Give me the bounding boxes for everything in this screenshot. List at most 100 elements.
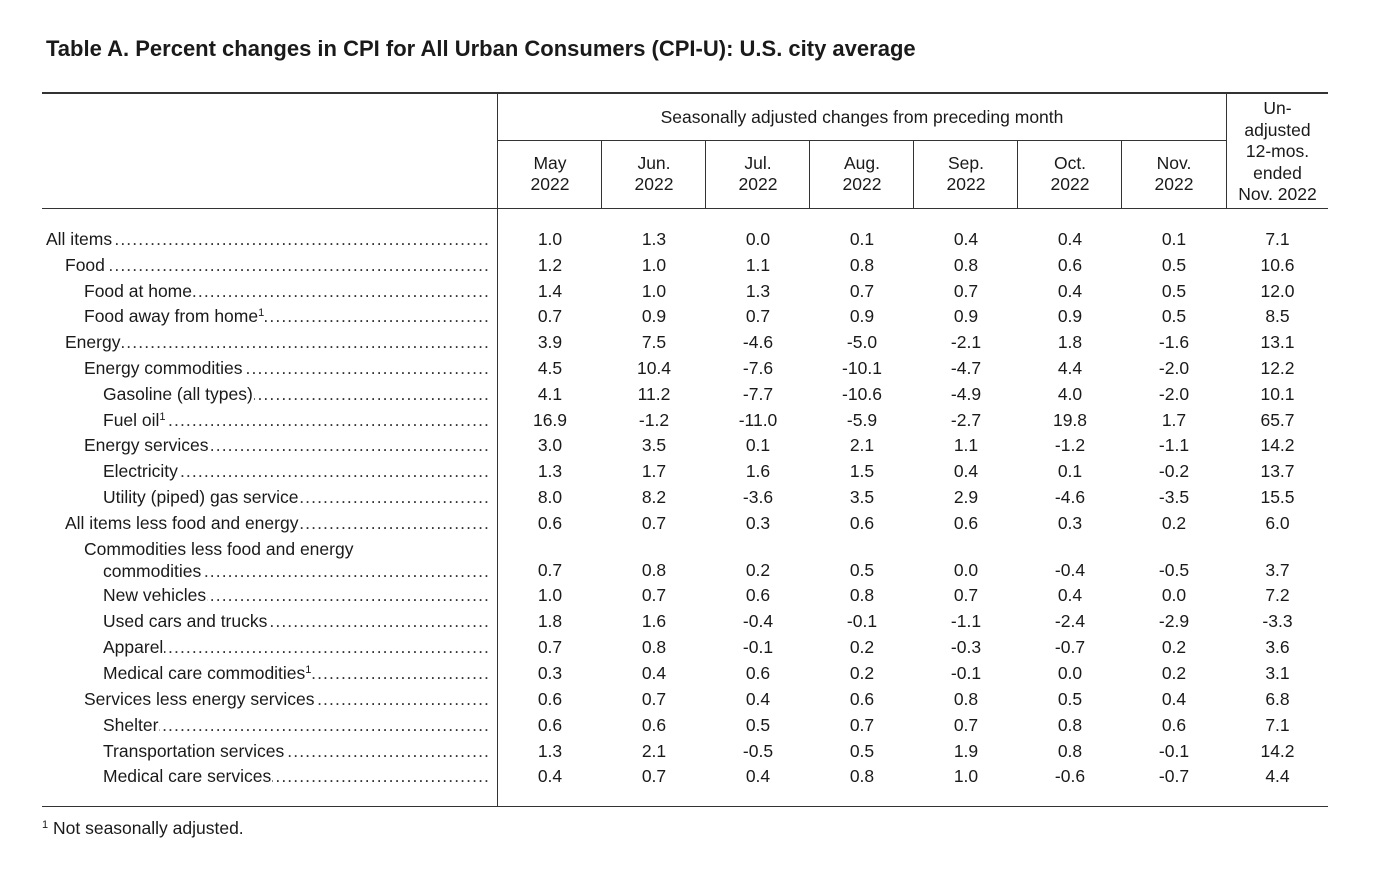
monthly-change-cell: 1.6 <box>745 461 771 481</box>
monthly-change-cell: 3.5 <box>849 487 875 507</box>
row-label: ........................................… <box>46 637 490 657</box>
monthly-change-cell: 0.8 <box>1057 741 1083 761</box>
table-title: Table A. Percent changes in CPI for All … <box>46 36 916 61</box>
monthly-change-cell: 1.8 <box>1057 332 1083 352</box>
monthly-change-cell: -1.1 <box>1158 435 1190 455</box>
monthly-change-cell: 0.7 <box>849 715 875 735</box>
monthly-change-cell: 1.5 <box>849 461 875 481</box>
row-label-text: Shelter <box>103 715 159 735</box>
month-header-year: 2022 <box>738 174 778 194</box>
monthly-change-cell: 3.9 <box>537 332 563 352</box>
monthly-change-cell: 4.0 <box>1057 384 1083 404</box>
unadjusted-divider <box>1226 94 1227 208</box>
row-label-text: Energy <box>65 332 121 352</box>
row-label: Commodities less food and energy........… <box>46 539 490 581</box>
monthly-change-cell: -4.6 <box>742 332 774 352</box>
monthly-change-cell: 0.2 <box>849 637 875 657</box>
monthly-change-cell: -2.0 <box>1158 358 1190 378</box>
row-label-text: Medical care commodities <box>103 663 306 683</box>
unadjusted-12mo-cell: 4.4 <box>1265 766 1290 786</box>
unadjusted-header-line: Un- <box>1263 98 1292 118</box>
monthly-change-cell: 1.0 <box>641 255 667 275</box>
monthly-change-cell: 0.2 <box>1161 663 1187 683</box>
month-column-divider <box>809 141 810 208</box>
monthly-change-cell: 0.4 <box>745 689 771 709</box>
month-header-month: Sep. <box>948 153 984 173</box>
monthly-change-cell: 0.9 <box>953 306 979 326</box>
monthly-change-cell: 1.6 <box>641 611 667 631</box>
unadjusted-12mo-cell: 65.7 <box>1260 410 1295 430</box>
month-column-divider <box>1121 141 1122 208</box>
month-header-year: 2022 <box>1154 174 1194 194</box>
unadjusted-12mo-cell: -3.3 <box>1262 611 1293 631</box>
monthly-change-cell: 0.6 <box>953 513 979 533</box>
monthly-change-cell: -1.2 <box>638 410 670 430</box>
leader-dots: ........................................… <box>46 255 490 275</box>
monthly-change-cell: -0.1 <box>742 637 774 657</box>
monthly-change-cell: 2.1 <box>641 741 667 761</box>
row-label: ........................................… <box>46 281 490 301</box>
monthly-change-cell: 1.1 <box>953 435 979 455</box>
monthly-change-cell: 0.4 <box>745 766 771 786</box>
footnote-reference: 1 <box>305 664 312 676</box>
row-label: ........................................… <box>46 332 490 352</box>
monthly-change-cell: 3.0 <box>537 435 563 455</box>
row-label-text: Utility (piped) gas service <box>103 487 299 507</box>
monthly-change-cell: 0.5 <box>1161 306 1187 326</box>
monthly-change-cell: 0.6 <box>537 715 563 735</box>
monthly-change-cell: -3.6 <box>742 487 774 507</box>
unadjusted-12mo-cell: 13.1 <box>1260 332 1295 352</box>
monthly-change-cell: 0.7 <box>953 715 979 735</box>
monthly-change-cell: 1.1 <box>745 255 771 275</box>
monthly-change-cell: -0.7 <box>1054 637 1086 657</box>
unadjusted-12mo-cell: 3.1 <box>1265 663 1290 683</box>
month-header: Oct. 2022 <box>1018 153 1122 195</box>
row-label: ........................................… <box>46 229 490 249</box>
monthly-change-cell: 0.7 <box>641 766 667 786</box>
unadjusted-header-line: adjusted <box>1244 119 1311 140</box>
month-header-year: 2022 <box>634 174 674 194</box>
monthly-change-cell: -2.1 <box>950 332 982 352</box>
monthly-change-cell: 0.7 <box>849 281 875 301</box>
monthly-change-cell: 4.5 <box>537 358 563 378</box>
monthly-change-cell: -2.0 <box>1158 384 1190 404</box>
row-label-text: Food at home <box>84 281 192 301</box>
month-header: Jul. 2022 <box>706 153 810 195</box>
row-label-text: Energy services <box>84 435 209 455</box>
unadjusted-12mo-cell: 7.1 <box>1265 229 1290 249</box>
row-label: ........................................… <box>46 358 490 378</box>
monthly-change-cell: -7.6 <box>742 358 774 378</box>
row-label-text: Transportation services <box>103 741 285 761</box>
month-header-month: Jun. <box>637 153 671 173</box>
monthly-change-cell: 0.2 <box>1161 637 1187 657</box>
monthly-change-cell: -4.6 <box>1054 487 1086 507</box>
unadjusted-12mo-cell: 8.5 <box>1265 306 1290 326</box>
unadjusted-header-line: 12-mos. <box>1245 141 1310 161</box>
monthly-change-cell: -0.2 <box>1158 461 1190 481</box>
monthly-change-cell: 2.9 <box>953 487 979 507</box>
month-column-divider <box>913 141 914 208</box>
monthly-change-cell: 0.9 <box>1057 306 1083 326</box>
row-label-text-continued: commodities <box>103 561 202 581</box>
row-label-text: All items less food and energy <box>65 513 299 533</box>
monthly-change-cell: 0.8 <box>641 637 667 657</box>
monthly-change-cell: 0.4 <box>953 461 979 481</box>
monthly-change-cell: 0.7 <box>953 585 979 605</box>
monthly-change-cell: 0.3 <box>745 513 771 533</box>
monthly-change-cell: 0.8 <box>641 560 667 580</box>
row-label-text: Commodities less food and energy <box>84 539 354 559</box>
monthly-change-cell: 16.9 <box>532 410 568 430</box>
unadjusted-12mo-cell: 14.2 <box>1260 435 1295 455</box>
row-label: ........................................… <box>46 715 490 735</box>
group-header-label: Seasonally adjusted changes from precedi… <box>660 107 1064 127</box>
monthly-change-cell: 0.3 <box>1057 513 1083 533</box>
monthly-change-cell: 1.9 <box>953 741 979 761</box>
monthly-change-cell: -1.1 <box>950 611 982 631</box>
month-header-year: 2022 <box>842 174 882 194</box>
monthly-change-cell: 1.3 <box>537 741 563 761</box>
monthly-change-cell: 1.3 <box>745 281 771 301</box>
monthly-change-cell: 1.0 <box>537 229 563 249</box>
monthly-change-cell: 0.0 <box>745 229 771 249</box>
monthly-change-cell: 0.4 <box>641 663 667 683</box>
unadjusted-12mo-cell: 6.0 <box>1265 513 1290 533</box>
